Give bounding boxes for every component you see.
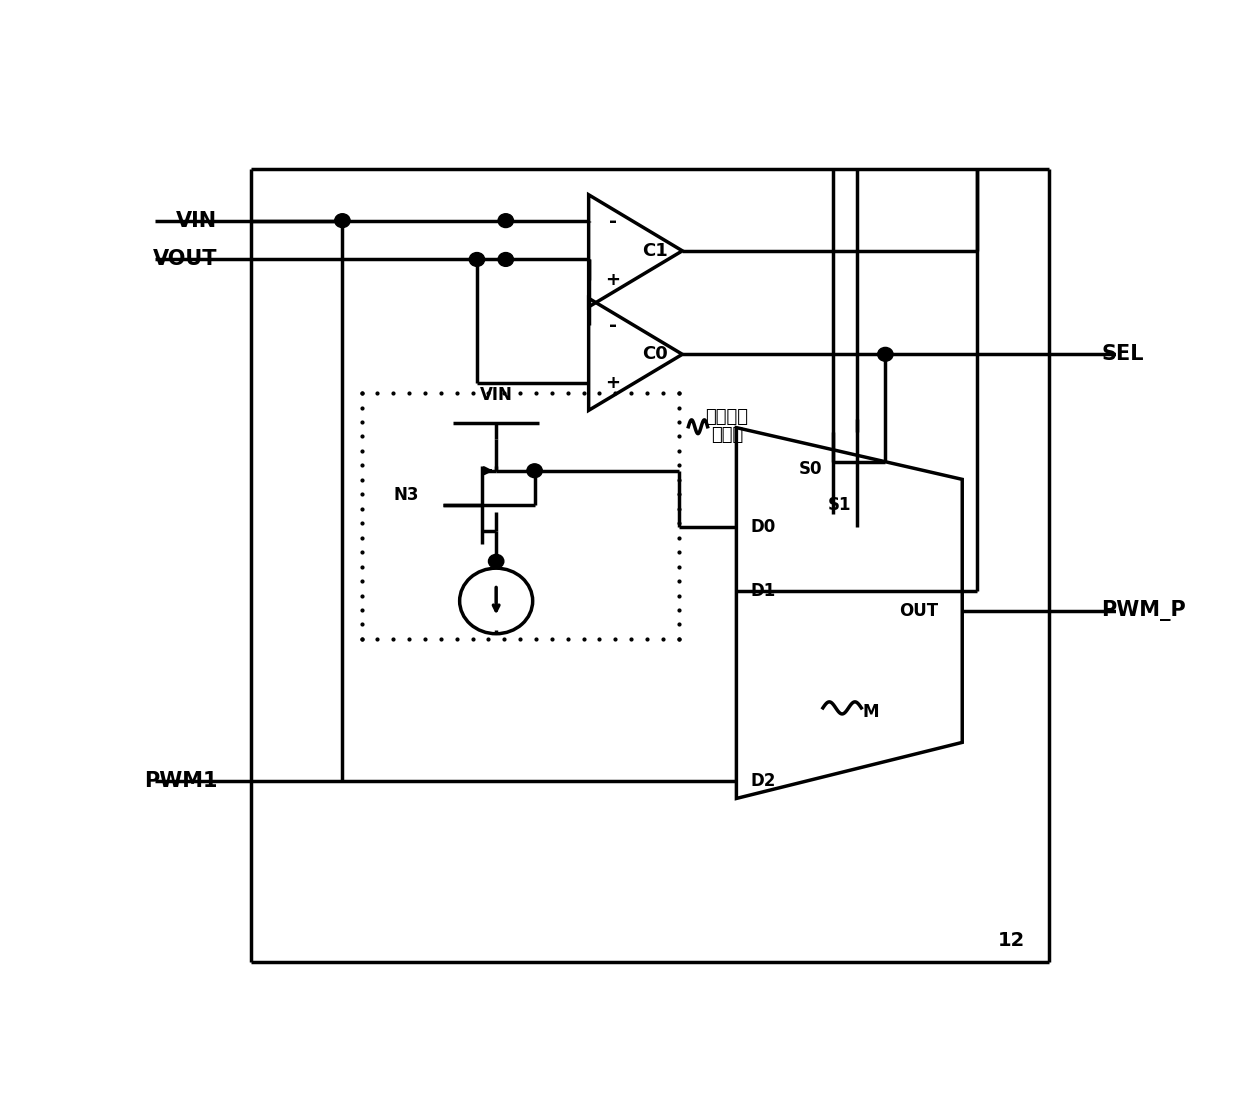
Text: D0: D0 [751, 517, 776, 535]
Text: D2: D2 [751, 772, 776, 791]
Circle shape [878, 347, 893, 362]
Text: C1: C1 [642, 242, 667, 260]
Text: VOUT: VOUT [153, 250, 217, 270]
Circle shape [489, 554, 503, 568]
Text: VIN: VIN [176, 211, 217, 231]
Text: 生成部: 生成部 [711, 426, 743, 444]
Text: +: + [605, 271, 620, 289]
Circle shape [469, 252, 485, 267]
Text: N3: N3 [394, 486, 419, 504]
Circle shape [335, 214, 350, 227]
Text: 12: 12 [997, 931, 1024, 950]
Text: D1: D1 [751, 582, 776, 600]
Text: 驱动信号: 驱动信号 [706, 409, 748, 427]
Circle shape [498, 214, 513, 227]
Text: -: - [609, 212, 616, 231]
Text: -: - [609, 316, 616, 335]
Circle shape [498, 252, 513, 267]
Text: S1: S1 [828, 496, 851, 514]
Text: +: + [605, 374, 620, 392]
Text: M: M [863, 703, 879, 721]
Text: C0: C0 [642, 345, 667, 363]
Text: S0: S0 [799, 460, 822, 478]
Text: SEL: SEL [1101, 344, 1145, 364]
Text: PWM_P: PWM_P [1101, 600, 1187, 622]
Text: VIN: VIN [480, 386, 512, 404]
Text: PWM1: PWM1 [144, 772, 217, 791]
Circle shape [527, 464, 542, 477]
Text: OUT: OUT [899, 601, 939, 619]
